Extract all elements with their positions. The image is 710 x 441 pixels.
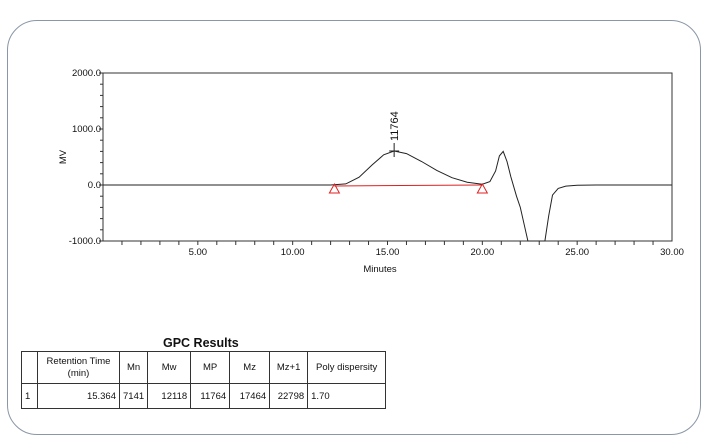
header-mz: Mz [229,351,271,384]
axis-ticks [99,72,654,245]
cell-mp: 11764 [190,383,231,409]
chromatogram-chart: 5.00 10.00 15.00 20.00 25.00 30.00 2000.0 1000.… [58,68,684,275]
results-title: GPC Results [163,336,239,350]
triangle-marker-icon [328,182,341,194]
outer-frame [7,20,701,435]
x-axis-title: Minutes [363,264,397,275]
y-axis-title: MV [58,149,69,164]
header-retention-line1: Retention Time [46,355,111,367]
header-mn: Mn [118,351,149,384]
signal-trace [103,150,672,242]
header-mz1: Mz+1 [269,351,309,384]
integration-baseline [334,184,483,187]
header-polydispersity: Poly dispersity [307,351,387,384]
cell-mz1: 22798 [269,383,309,409]
x-tick-label: 5.00 [189,247,208,258]
triangle-marker-icon [476,182,489,194]
gpc-results-table: Retention Time (min) Mn Mw MP Mz Mz+1 Po… [21,351,387,409]
x-tick-label: 10.00 [281,247,305,258]
cell-mz: 17464 [229,383,271,409]
header-mw: Mw [147,351,192,384]
cell-mn: 7141 [118,383,149,409]
cell-retention-time: 15.364 [37,383,120,409]
tick-labels: 5.00 10.00 15.00 20.00 25.00 30.00 2000.0 1000.… [69,68,684,258]
cell-polydispersity: 1.70 [307,383,387,409]
table-row: 1 15.364 7141 12118 11764 17464 22798 1.… [21,383,387,409]
plot-frame [102,72,673,242]
header-index [21,351,38,384]
y-tick-label: -1000.0 [69,236,101,247]
integration-markers [328,182,489,194]
cell-mw: 12118 [147,383,192,409]
x-tick-label: 15.00 [376,247,400,258]
axes [102,72,673,242]
header-retention-line2: (min) [67,367,90,379]
header-retention-time: Retention Time (min) [37,351,120,384]
y-tick-label: 1000.0 [72,124,101,135]
header-mp: MP [190,351,231,384]
y-tick-label: 2000.0 [72,68,101,79]
x-tick-label: 25.00 [565,247,589,258]
x-tick-label: 30.00 [660,247,684,258]
cell-index: 1 [21,383,38,409]
table-header-row: Retention Time (min) Mn Mw MP Mz Mz+1 Po… [21,351,387,384]
x-tick-label: 20.00 [470,247,494,258]
peak-label: 11764 [389,111,401,141]
peak-annotation: 11764 [389,111,401,158]
y-tick-label: 0.0 [88,180,101,191]
